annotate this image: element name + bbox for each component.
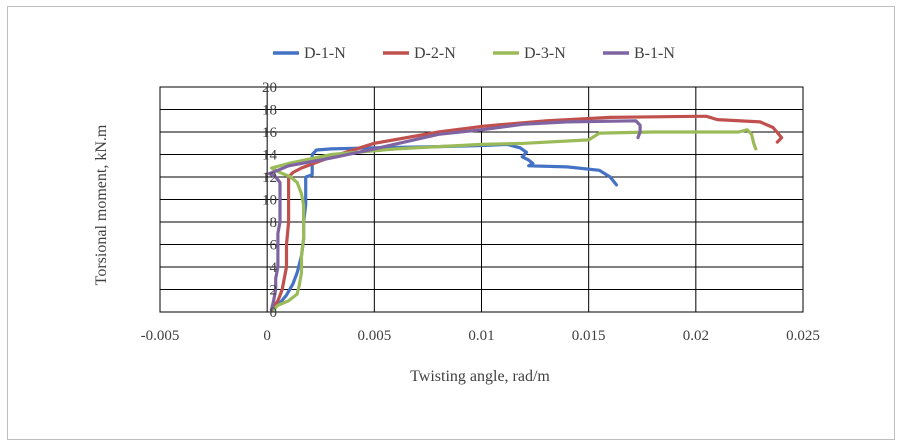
y-tick-label: 12 <box>262 170 277 186</box>
x-tick-label: 0.015 <box>572 328 606 344</box>
x-tick-label: 0.025 <box>786 328 820 344</box>
grid-layer <box>159 86 804 313</box>
y-axis-title: Torsional moment, kN.m <box>93 124 110 285</box>
x-tick-label: 0.005 <box>357 328 391 344</box>
y-tick-label: 4 <box>270 260 278 276</box>
y-tick-label: 10 <box>262 193 277 209</box>
series-layer <box>267 114 784 312</box>
y-tick-label: 6 <box>270 238 278 254</box>
chart-frame: 0 2 4 6 8 10 12 14 16 18 20 -0.005 0 0.005 0.01 0.015 0.… <box>7 6 895 440</box>
legend-layer: D-1-N D-2-N D-3-N B-1-N <box>273 45 675 62</box>
series-line-d-2-n <box>269 114 784 312</box>
series-line-b-1-n <box>267 119 642 312</box>
x-tick-label: -0.005 <box>141 328 180 344</box>
y-tick-label: 14 <box>262 148 278 164</box>
y-tick-label: 8 <box>270 215 278 231</box>
ticks-layer: 0 2 4 6 8 10 12 14 16 18 20 -0.005 0 0.005 0.01 0.015 0.… <box>141 80 820 344</box>
y-tick-label: 16 <box>262 125 278 141</box>
x-tick-label: 0.02 <box>683 328 709 344</box>
legend-label-b-1-n: B-1-N <box>634 45 675 62</box>
series-line-d-1-n <box>269 142 619 312</box>
x-tick-label: 0 <box>263 328 271 344</box>
legend-label-d-3-n: D-3-N <box>524 45 566 62</box>
chart-svg: 0 2 4 6 8 10 12 14 16 18 20 -0.005 0 0.005 0.01 0.015 0.… <box>93 45 820 385</box>
series-line-d-3-n <box>269 128 758 312</box>
x-axis-title: Twisting angle, rad/m <box>410 368 550 385</box>
y-tick-label: 2 <box>270 283 278 299</box>
y-tick-label: 20 <box>262 80 277 96</box>
legend-label-d-1-n: D-1-N <box>304 45 346 62</box>
plot-area-border <box>159 86 804 313</box>
legend-label-d-2-n: D-2-N <box>414 45 456 62</box>
y-tick-label: 18 <box>262 103 277 119</box>
x-tick-label: 0.01 <box>468 328 494 344</box>
y-tick-label: 0 <box>270 305 278 321</box>
